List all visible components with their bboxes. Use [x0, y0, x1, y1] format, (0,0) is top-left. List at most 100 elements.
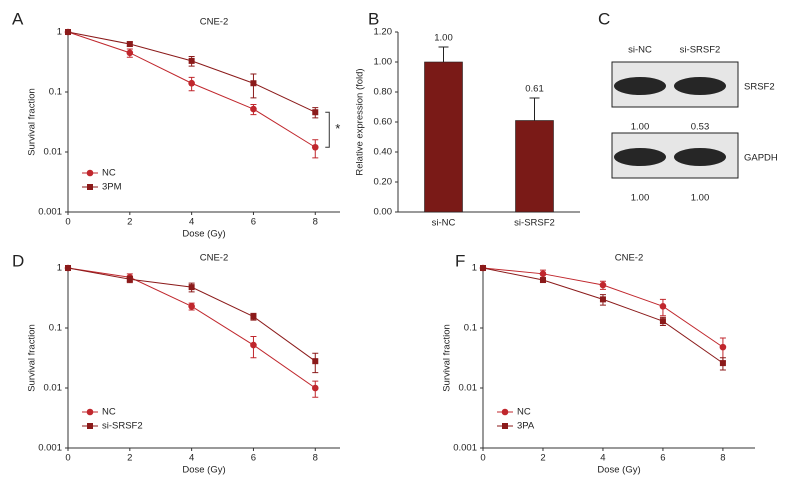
y-tick-label: 0.1	[49, 323, 62, 334]
marker	[250, 341, 257, 349]
marker	[126, 41, 133, 48]
y-tick-label: 0.001	[38, 443, 62, 454]
x-tick-label: 2	[540, 453, 545, 464]
band-name: GAPDH	[744, 153, 778, 164]
legend-label: NC	[102, 168, 116, 179]
lane-label: si-NC	[628, 45, 652, 56]
fit-line	[67, 267, 316, 362]
x-axis-label: Dose (Gy)	[182, 465, 225, 476]
legend-label: 3PA	[517, 421, 535, 432]
x-tick-label: 4	[189, 453, 194, 464]
fit-line	[482, 267, 724, 348]
bracket	[325, 111, 330, 148]
marker	[501, 408, 509, 416]
x-tick-label: 0	[65, 217, 70, 228]
y-tick-label: 0.80	[374, 87, 393, 98]
marker	[188, 284, 195, 291]
marker	[65, 265, 71, 271]
x-tick-label: si-NC	[432, 218, 456, 229]
marker	[188, 302, 195, 310]
x-tick-label: si-SRSF2	[514, 218, 555, 229]
marker	[599, 281, 607, 289]
panel-letter: A	[12, 9, 24, 28]
band	[674, 148, 726, 166]
marker	[126, 276, 133, 283]
band-value: 0.53	[691, 122, 710, 133]
x-tick-label: 4	[189, 217, 194, 228]
y-axis-label: Survival fraction	[27, 88, 38, 156]
y-axis-label: Survival fraction	[442, 324, 453, 392]
x-tick-label: 6	[251, 217, 256, 228]
legend-label: si-SRSF2	[102, 421, 143, 432]
band	[614, 148, 666, 166]
y-tick-label: 0.01	[44, 147, 63, 158]
marker	[312, 358, 319, 365]
marker	[311, 384, 319, 392]
x-tick-label: 8	[313, 453, 318, 464]
marker	[250, 80, 257, 87]
band	[614, 77, 666, 95]
x-tick-label: 8	[313, 217, 318, 228]
y-tick-label: 0.001	[453, 443, 477, 454]
marker	[87, 184, 93, 190]
y-tick-label: 1	[472, 263, 477, 274]
y-tick-label: 1.00	[374, 57, 393, 68]
marker	[65, 29, 71, 35]
marker	[250, 313, 257, 320]
y-axis-label: Survival fraction	[27, 324, 38, 392]
x-tick-label: 8	[720, 453, 725, 464]
x-tick-label: 4	[600, 453, 605, 464]
error-bar	[529, 97, 540, 121]
chart-title: CNE-2	[200, 253, 229, 264]
band-name: SRSF2	[744, 82, 775, 93]
y-axis-label: Relative expression (fold)	[355, 68, 366, 175]
x-tick-label: 2	[127, 453, 132, 464]
marker	[502, 423, 508, 429]
band-value: 1.00	[631, 122, 650, 133]
y-tick-label: 1	[57, 27, 62, 38]
x-tick-label: 0	[480, 453, 485, 464]
chart-title: CNE-2	[200, 17, 229, 28]
marker	[719, 343, 727, 351]
panel-letter: C	[598, 9, 610, 28]
y-tick-label: 0.01	[44, 383, 63, 394]
panel-letter: D	[12, 251, 24, 270]
legend-label: NC	[102, 407, 116, 418]
marker	[480, 265, 486, 271]
band-value: 1.00	[631, 193, 650, 204]
marker	[126, 49, 134, 57]
chart-title: CNE-2	[615, 253, 644, 264]
y-tick-label: 0.1	[464, 323, 477, 334]
panel-letter: B	[368, 9, 379, 28]
annotation: *	[335, 121, 340, 136]
marker	[311, 143, 319, 151]
marker	[86, 408, 94, 416]
bar	[424, 61, 463, 213]
x-tick-label: 6	[660, 453, 665, 464]
band	[674, 77, 726, 95]
marker	[250, 105, 257, 113]
marker	[188, 57, 195, 64]
y-tick-label: 1.20	[374, 27, 393, 38]
marker	[599, 296, 606, 303]
legend-label: 3PM	[102, 182, 122, 193]
x-tick-label: 2	[127, 217, 132, 228]
y-tick-label: 0.1	[49, 87, 62, 98]
panel-letter: F	[455, 251, 465, 270]
error-bar	[438, 46, 449, 62]
lane-label: si-SRSF2	[680, 45, 721, 56]
marker	[719, 360, 726, 367]
y-tick-label: 0.00	[374, 207, 393, 218]
bar	[515, 120, 554, 213]
x-axis-label: Dose (Gy)	[182, 229, 225, 240]
y-tick-label: 1	[57, 263, 62, 274]
marker	[539, 277, 546, 284]
y-tick-label: 0.60	[374, 117, 393, 128]
value-label: 1.00	[434, 33, 453, 44]
y-tick-label: 0.20	[374, 177, 393, 188]
x-axis-label: Dose (Gy)	[597, 465, 640, 476]
marker	[87, 423, 93, 429]
legend-label: NC	[517, 407, 531, 418]
y-tick-label: 0.001	[38, 207, 62, 218]
